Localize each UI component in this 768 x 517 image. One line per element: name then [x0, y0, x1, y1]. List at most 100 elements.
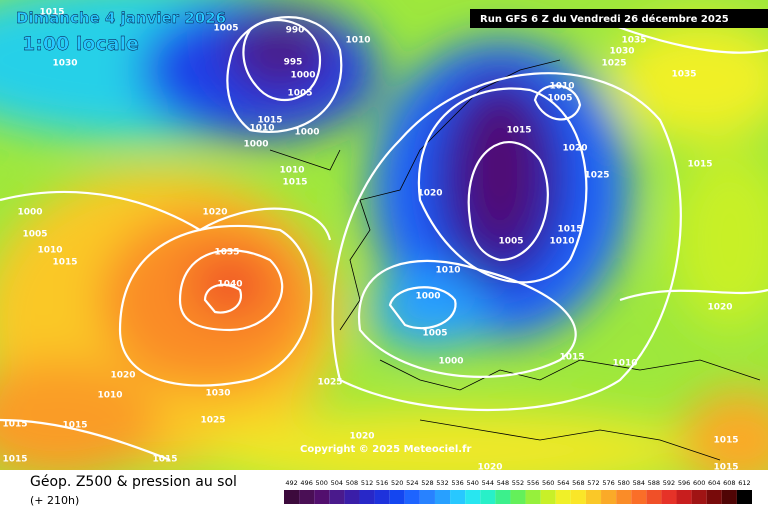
footer-title: Géop. Z500 & pression au sol: [30, 474, 237, 490]
isobar-label: 1015: [559, 353, 584, 363]
legend-tick-label: 608: [723, 479, 735, 487]
legend-tick-label: 544: [482, 479, 494, 487]
legend-tick-label: 588: [648, 479, 660, 487]
isobar-label: 1005: [422, 329, 447, 339]
isobar-label: 1000: [243, 140, 268, 150]
legend-swatch: [646, 490, 662, 504]
legend-swatch: [434, 490, 451, 504]
isobar-label: 1020: [202, 208, 227, 218]
forecast-time: 1:00 locale: [22, 33, 139, 55]
legend-swatch: [555, 490, 571, 504]
isobar-label: 1015: [687, 160, 712, 170]
isobar-label: 1020: [707, 303, 732, 313]
legend-swatch: [661, 490, 677, 504]
isobar-label: 990: [286, 26, 305, 36]
legend-tick-label: 548: [497, 479, 509, 487]
coastlines: [269, 59, 761, 461]
isobar-label: 1010: [97, 391, 122, 401]
legend-swatch: [525, 490, 541, 504]
isobar-label: 1015: [557, 225, 582, 235]
legend-swatch: [691, 490, 707, 504]
color-legend: 492 496 500 504 508 512 516 520 524 528 532 536 540 5…: [284, 479, 752, 504]
legend-swatch: [389, 490, 405, 504]
isobar-label: 1010: [249, 124, 274, 134]
legend-swatch: [631, 490, 647, 504]
legend-swatch: [404, 490, 420, 504]
legend-swatch: [450, 490, 466, 504]
isobar-label: 1000: [290, 71, 315, 81]
isobar-label: 1000: [294, 128, 319, 138]
legend-swatch: [465, 490, 481, 504]
legend-tick-label: 612: [738, 479, 750, 487]
isobar-label: 1010: [549, 82, 574, 92]
isobar-label: 1015: [713, 463, 738, 473]
legend-tick-label: 496: [300, 479, 312, 487]
isobar-label: 1000: [415, 292, 440, 302]
legend-tick-label: 528: [421, 479, 433, 487]
isobar-label: 1005: [213, 24, 238, 34]
isobar-label: 1000: [438, 357, 463, 367]
forecast-date: Dimanche 4 janvier 2026: [16, 9, 226, 27]
legend-swatch: [359, 490, 375, 504]
isobar-label: 1015: [257, 116, 282, 126]
legend-tick-label: 536: [451, 479, 463, 487]
legend-tick-label: 492: [285, 479, 297, 487]
legend-tick-label: 592: [663, 479, 675, 487]
legend-tick-label: 512: [361, 479, 373, 487]
legend-swatch: [706, 490, 722, 504]
legend-tick-label: 520: [391, 479, 403, 487]
field-background: [0, 0, 768, 490]
legend-tick-label: 540: [466, 479, 478, 487]
legend-swatch: [721, 490, 737, 504]
legend-swatch: [676, 490, 692, 504]
copyright: Copyright © 2025 Meteociel.fr: [300, 444, 471, 455]
legend-swatch: [585, 490, 602, 504]
isobar-label: 1020: [417, 189, 442, 199]
legend-swatch: [510, 490, 526, 504]
isobar-label: 1015: [282, 178, 307, 188]
isobar-label: 1025: [200, 416, 225, 426]
legend-tick-label: 564: [557, 479, 569, 487]
isobar-label: 1015: [713, 436, 738, 446]
legend-swatch: [374, 490, 390, 504]
legend-tick-label: 504: [331, 479, 343, 487]
isobar-label: 1025: [601, 59, 626, 69]
legend-tick-label: 532: [436, 479, 448, 487]
legend-swatch: [616, 490, 632, 504]
legend-swatch: [419, 490, 435, 504]
isobar-label: 1030: [609, 47, 634, 57]
isobar-label: 1020: [562, 144, 587, 154]
legend-tick-label: 600: [693, 479, 705, 487]
legend-tick-label: 584: [633, 479, 645, 487]
legend-swatch: [601, 490, 617, 504]
isobar-label: 1035: [671, 70, 696, 80]
isobar-label: 1025: [317, 378, 342, 388]
legend-swatch: [314, 490, 330, 504]
isobar-label: 1015: [2, 420, 27, 430]
isobar-label: 1005: [547, 94, 572, 104]
isobar-label: 1010: [37, 246, 62, 256]
isobar-label: 1015: [2, 455, 27, 465]
isobar-label: 1010: [549, 237, 574, 247]
footer-lead: (+ 210h): [30, 494, 79, 507]
legend-swatch: [329, 490, 345, 504]
isobar-label: 1030: [205, 389, 230, 399]
legend-tick-label: 576: [602, 479, 614, 487]
legend-swatch: [495, 490, 511, 504]
isobar-label: 1020: [110, 371, 135, 381]
isobar-label: 1005: [22, 230, 47, 240]
legend-swatch: [480, 490, 496, 504]
isobar-label: 1015: [62, 421, 87, 431]
legend-swatch: [570, 490, 586, 504]
legend-swatch: [284, 490, 300, 504]
isobar-label: 1015: [39, 8, 64, 18]
isobar-label: 1005: [287, 89, 312, 99]
isobar-label: 1020: [477, 463, 502, 473]
isobars: [0, 16, 768, 462]
isobar-label: 995: [284, 58, 303, 68]
legend-tick-label: 560: [542, 479, 554, 487]
isobar-label: 1035: [621, 36, 646, 46]
isobar-label: 1030: [52, 59, 77, 69]
